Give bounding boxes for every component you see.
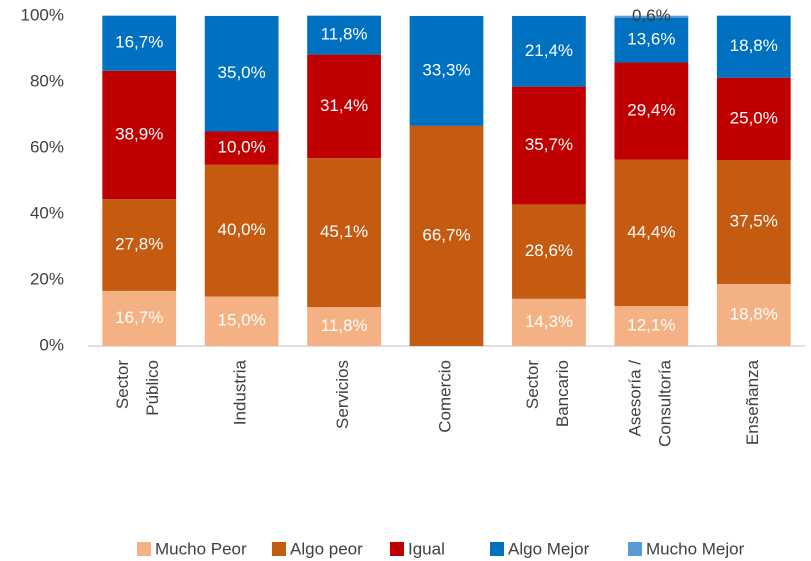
bar-segment xyxy=(204,16,279,132)
bar-segment xyxy=(716,160,791,284)
value-label: 29,4% xyxy=(627,101,675,120)
value-label: 66,7% xyxy=(422,225,470,244)
legend-label: Igual xyxy=(408,539,445,558)
value-label: 10,0% xyxy=(218,137,266,156)
x-tick-label: Servicios xyxy=(334,360,353,429)
y-tick-label: 20% xyxy=(30,269,64,288)
x-tick-label: Comercio xyxy=(436,360,455,433)
value-label: 11,8% xyxy=(321,25,368,44)
value-label: 38,9% xyxy=(115,124,163,143)
value-label: 45,1% xyxy=(320,222,368,241)
bar-segment xyxy=(512,204,586,299)
bar-segment xyxy=(614,17,689,63)
bar-segment xyxy=(204,131,279,165)
bar-segment xyxy=(409,125,484,346)
legend-swatch xyxy=(390,542,404,556)
y-tick-label: 40% xyxy=(30,203,64,222)
value-label: 27,8% xyxy=(115,235,163,254)
value-label: 16,7% xyxy=(115,308,163,327)
y-tick-label: 60% xyxy=(30,137,64,156)
bar-segment xyxy=(716,77,791,161)
y-tick-label: 80% xyxy=(30,71,64,90)
bar-segment xyxy=(614,159,689,307)
value-label: 21,4% xyxy=(525,41,573,60)
value-label: 14,3% xyxy=(525,312,573,331)
value-label: 16,7% xyxy=(115,33,163,52)
bar-segment xyxy=(204,296,279,346)
value-label: 13,6% xyxy=(627,30,675,49)
value-label: 0,6% xyxy=(632,6,671,25)
bar-segment xyxy=(204,164,279,297)
bar-segment xyxy=(614,15,689,18)
bar-segment xyxy=(716,283,791,346)
x-tick-label: Asesoría / Consultoría xyxy=(626,359,675,446)
bar-segment xyxy=(102,199,177,291)
value-label: 44,4% xyxy=(627,222,675,241)
value-label: 37,5% xyxy=(730,212,778,231)
bar-segment xyxy=(512,86,586,205)
value-label: 15,0% xyxy=(218,311,266,330)
legend-label: Algo peor xyxy=(290,539,363,558)
value-label: 12,1% xyxy=(627,316,675,335)
x-tick-label: Enseñanza xyxy=(743,359,762,445)
bar-segment xyxy=(614,62,689,160)
value-label: 25,0% xyxy=(730,108,778,127)
bar-segment xyxy=(512,16,586,87)
value-label: 31,4% xyxy=(320,96,368,115)
value-label: 11,8% xyxy=(321,316,368,335)
bar-segment xyxy=(102,70,177,200)
bar-segment xyxy=(512,298,586,346)
legend-label: Mucho Mejor xyxy=(646,539,745,558)
x-tick-label: Sector Público xyxy=(114,360,163,416)
bar-segment xyxy=(307,54,381,159)
bar-segment xyxy=(307,158,381,308)
x-tick-label: Sector Bancario xyxy=(523,360,572,427)
legend-swatch xyxy=(490,542,504,556)
bar-segment xyxy=(307,15,381,55)
legend-label: Mucho Peor xyxy=(155,539,247,558)
x-tick-label: Industria xyxy=(231,359,250,425)
bar-segment xyxy=(716,15,791,78)
value-label: 35,7% xyxy=(525,135,573,154)
value-label: 28,6% xyxy=(525,241,573,260)
y-tick-label: 0% xyxy=(39,335,64,354)
bar-segment xyxy=(307,307,381,346)
bar-segment xyxy=(409,16,484,126)
legend-label: Algo Mejor xyxy=(508,539,590,558)
legend-swatch xyxy=(272,542,286,556)
value-label: 33,3% xyxy=(422,60,470,79)
legend-swatch xyxy=(137,542,151,556)
bar-segment xyxy=(102,15,177,71)
bar-segment xyxy=(102,290,177,346)
y-tick-label: 100% xyxy=(21,5,64,24)
value-label: 18,8% xyxy=(730,304,778,323)
value-label: 40,0% xyxy=(218,220,266,239)
legend-swatch xyxy=(628,542,642,556)
bar-segment xyxy=(614,306,689,346)
value-label: 35,0% xyxy=(218,63,266,82)
value-label: 18,8% xyxy=(730,36,778,55)
